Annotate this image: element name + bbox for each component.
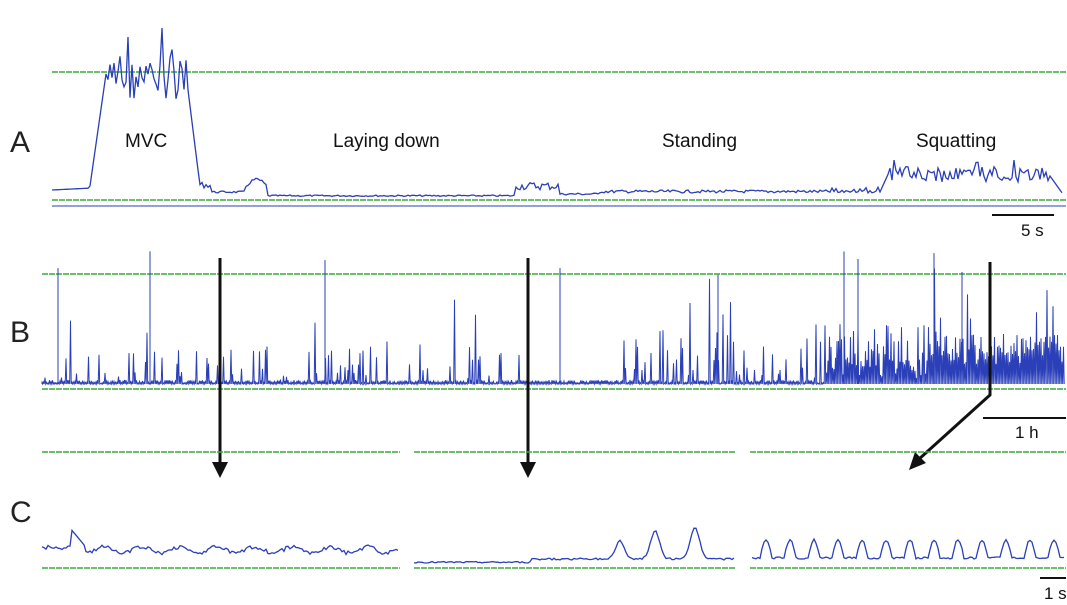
- scale-label-b: 1 h: [1015, 423, 1039, 442]
- arrow-2-head: [520, 462, 536, 478]
- scale-label-a: 5 s: [1021, 221, 1044, 240]
- phase-label-standing: Standing: [662, 131, 737, 152]
- arrow-3-shaft: [916, 262, 992, 462]
- panel-b-emg-trace: [41, 251, 1065, 386]
- panel-letter-b: B: [10, 316, 30, 349]
- panel-c-trace-squatting: [751, 537, 1065, 560]
- panel-c-trace-laying-down: [41, 528, 399, 556]
- panel-letter-a: A: [10, 126, 30, 159]
- phase-label-squatting: Squatting: [916, 131, 996, 152]
- arrow-1-head: [212, 462, 228, 478]
- panel-a: MVC Laying down Standing Squatting 5 s: [51, 27, 1066, 240]
- arrows: [212, 258, 992, 478]
- scale-label-c: 1 s: [1044, 584, 1067, 603]
- panel-b: 1 h: [41, 251, 1066, 442]
- phase-label-mvc: MVC: [125, 131, 167, 152]
- phase-label-laying-down: Laying down: [333, 131, 440, 152]
- panel-c: 1 s: [41, 451, 1067, 603]
- panel-a-emg-trace: [51, 27, 1063, 198]
- panel-letter-c: C: [10, 496, 32, 529]
- panel-c-trace-standing: [413, 527, 735, 564]
- arrow-3-head: [909, 452, 926, 470]
